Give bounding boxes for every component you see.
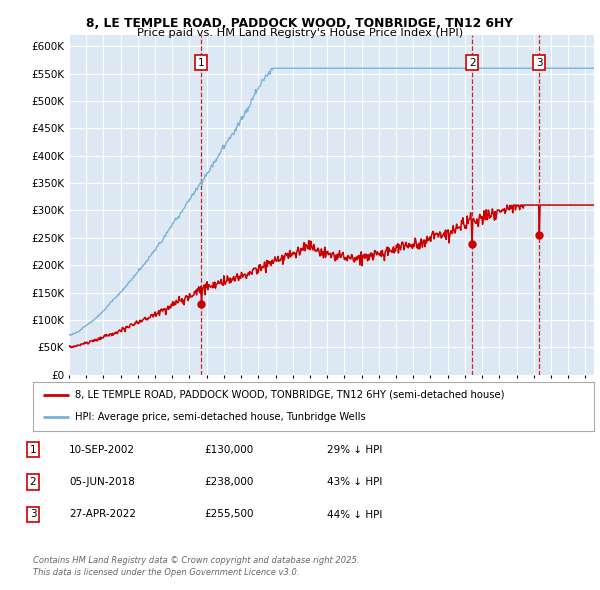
Text: £255,500: £255,500: [204, 510, 254, 519]
Text: 27-APR-2022: 27-APR-2022: [69, 510, 136, 519]
Text: 44% ↓ HPI: 44% ↓ HPI: [327, 510, 382, 519]
Text: 05-JUN-2018: 05-JUN-2018: [69, 477, 135, 487]
Text: £238,000: £238,000: [204, 477, 253, 487]
Text: 3: 3: [29, 510, 37, 519]
Text: 10-SEP-2002: 10-SEP-2002: [69, 445, 135, 454]
Text: 1: 1: [29, 445, 37, 454]
Text: £130,000: £130,000: [204, 445, 253, 454]
Text: 1: 1: [198, 58, 205, 68]
Text: 2: 2: [29, 477, 37, 487]
Text: 8, LE TEMPLE ROAD, PADDOCK WOOD, TONBRIDGE, TN12 6HY (semi-detached house): 8, LE TEMPLE ROAD, PADDOCK WOOD, TONBRID…: [75, 390, 505, 400]
Text: Price paid vs. HM Land Registry's House Price Index (HPI): Price paid vs. HM Land Registry's House …: [137, 28, 463, 38]
Text: 8, LE TEMPLE ROAD, PADDOCK WOOD, TONBRIDGE, TN12 6HY: 8, LE TEMPLE ROAD, PADDOCK WOOD, TONBRID…: [86, 17, 514, 30]
Text: 43% ↓ HPI: 43% ↓ HPI: [327, 477, 382, 487]
Text: Contains HM Land Registry data © Crown copyright and database right 2025.
This d: Contains HM Land Registry data © Crown c…: [33, 556, 359, 577]
Text: 29% ↓ HPI: 29% ↓ HPI: [327, 445, 382, 454]
Text: 3: 3: [536, 58, 542, 68]
Text: 2: 2: [469, 58, 475, 68]
Text: HPI: Average price, semi-detached house, Tunbridge Wells: HPI: Average price, semi-detached house,…: [75, 412, 366, 422]
